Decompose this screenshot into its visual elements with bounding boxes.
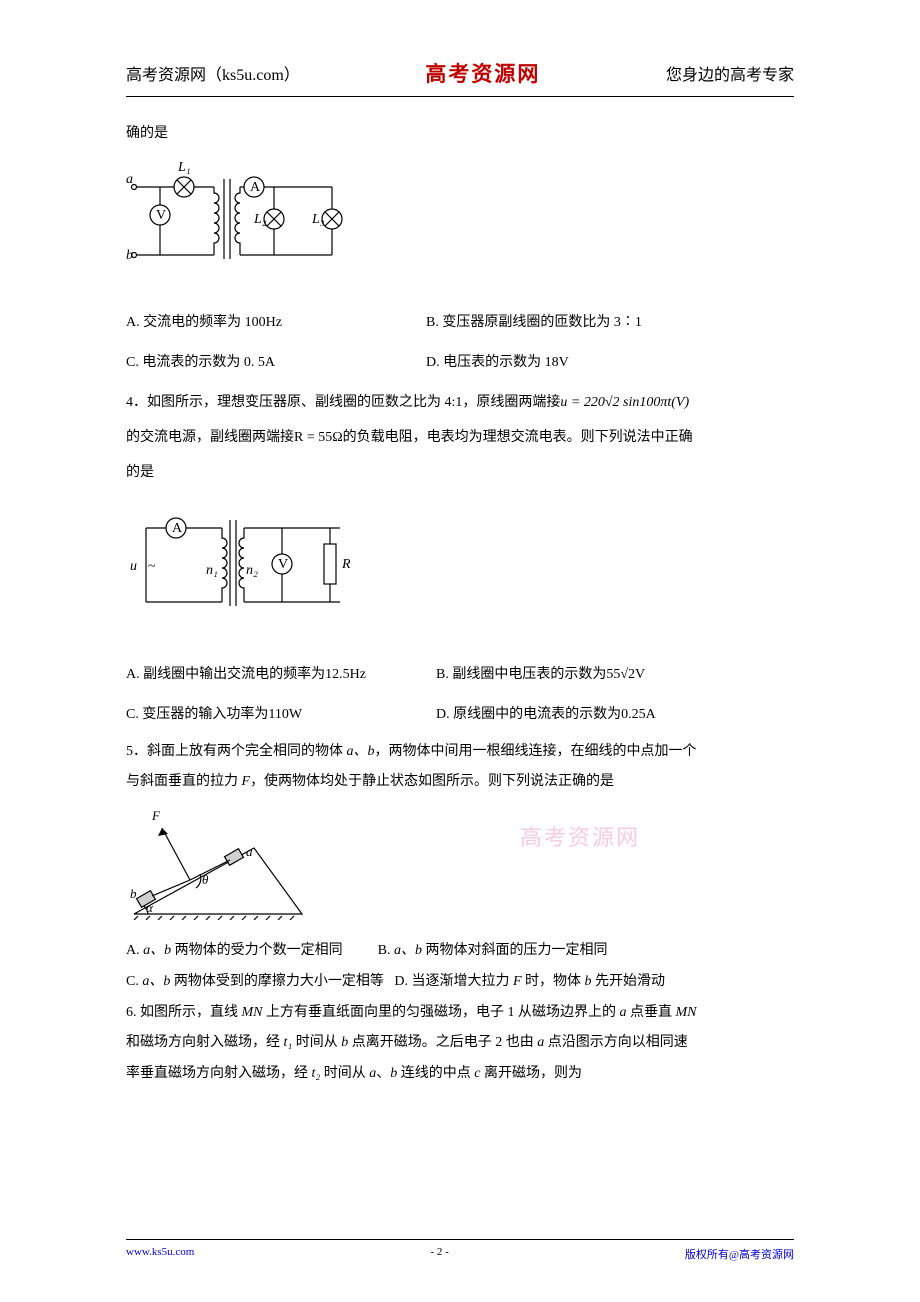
label-alpha: α bbox=[146, 900, 154, 915]
q5-intro2-pre: 与斜面垂直的拉力 bbox=[126, 774, 242, 789]
q5c-ab: a、b bbox=[142, 974, 170, 989]
q5a-ab: a、b bbox=[143, 943, 171, 958]
header-right: 您身边的高考专家 bbox=[666, 61, 794, 85]
label-inc-b: b bbox=[130, 886, 137, 901]
label-V2: V bbox=[278, 557, 288, 572]
q6-line3: 率垂直磁场方向射入磁场，经 t₂ 时间从 a、b 连线的中点 c 离开磁场，则为 bbox=[126, 1059, 794, 1090]
q4-line1: 4．如图所示，理想变压器原、副线圈的匝数之比为 4:1，原线圈两端接u = 22… bbox=[126, 385, 794, 420]
header-center: 高考资源网 bbox=[425, 58, 540, 88]
q4-line2: 的交流电源，副线圈两端接R = 55Ω的负载电阻，电表均为理想交流电表。则下列说… bbox=[126, 420, 794, 455]
label-a: a bbox=[126, 172, 133, 187]
q6l2-post: 点沿图示方向以相同速 bbox=[544, 1035, 688, 1050]
footer-center: - 2 - bbox=[430, 1246, 448, 1262]
q6l1-pre: 6. 如图所示，直线 bbox=[126, 1005, 242, 1020]
label-n1: n₁ bbox=[206, 563, 218, 578]
label-b: b bbox=[126, 248, 133, 263]
q6l3-pre: 率垂直磁场方向射入磁场，经 bbox=[126, 1066, 312, 1081]
q6l2-pre: 和磁场方向射入磁场，经 bbox=[126, 1035, 284, 1050]
q5-intro2-post: ，使两物体均处于静止状态如图所示。则下列说法正确的是 bbox=[250, 774, 614, 789]
circuit-figure-2: u ~ n₁ n₂ A V R bbox=[130, 504, 352, 622]
q6-MN: MN bbox=[242, 1005, 263, 1020]
header-left: 高考资源网（ks5u.com） bbox=[126, 61, 300, 85]
q5c-post: 两物体受到的摩擦力大小一定相等 bbox=[170, 974, 384, 989]
circuit-figure-1: circle cxcx="8" cy="96" r="2.5" fill="#f… bbox=[126, 159, 344, 271]
q6-t1: t₁ bbox=[284, 1035, 293, 1050]
q4-opt-b: B. 副线圈中电压表的示数为55√2V bbox=[436, 658, 794, 692]
q6l2-mid: 时间从 bbox=[292, 1035, 341, 1050]
q6-a: a bbox=[620, 1005, 627, 1020]
q5c-pre: C. bbox=[126, 974, 142, 989]
q6l1-post: 点垂直 bbox=[627, 1005, 676, 1020]
q5b-post: 两物体对斜面的压力一定相同 bbox=[422, 943, 608, 958]
q5d-pre: D. 当逐渐增大拉力 bbox=[394, 974, 513, 989]
page-footer: www.ks5u.com - 2 - 版权所有@高考资源网 bbox=[126, 1239, 794, 1262]
q4-options-row1: A. 副线圈中输出交流电的频率为12.5Hz B. 副线圈中电压表的示数为55√… bbox=[126, 658, 794, 692]
q6-line1: 6. 如图所示，直线 MN 上方有垂直纸面向里的匀强磁场，电子 1 从磁场边界上… bbox=[126, 998, 794, 1029]
label-n2: n₂ bbox=[246, 563, 258, 578]
q4-formula: u = 220√2 sin100πt(V) bbox=[560, 395, 689, 410]
q5-ab: a、b bbox=[347, 744, 375, 759]
q5d-b: b bbox=[585, 974, 592, 989]
label-L1: L₁ bbox=[177, 160, 191, 175]
q3-options-row1: A. 交流电的频率为 100Hz B. 变压器原副线圈的匝数比为 3∶1 bbox=[126, 306, 794, 340]
q4-opt-a: A. 副线圈中输出交流电的频率为12.5Hz bbox=[126, 658, 436, 692]
label-L3: L₃ bbox=[311, 212, 325, 227]
q5-intro1-post: ，两物体中间用一根细线连接，在细线的中点加一个 bbox=[375, 744, 697, 759]
label-inc-a: a bbox=[246, 844, 253, 859]
q6-a3: a bbox=[369, 1066, 376, 1081]
label-u: u bbox=[130, 559, 137, 574]
label-A: A bbox=[250, 180, 261, 195]
q5a-pre: A. bbox=[126, 943, 143, 958]
q5-line2: 与斜面垂直的拉力 F，使两物体均处于静止状态如图所示。则下列说法正确的是 bbox=[126, 767, 794, 796]
q3-options-row2: C. 电流表的示数为 0. 5A D. 电压表的示数为 18V bbox=[126, 346, 794, 380]
q6l2-mid2: 点离开磁场。之后电子 2 也由 bbox=[348, 1035, 537, 1050]
q4-line3: 的是 bbox=[126, 455, 794, 490]
q3-opt-b: B. 变压器原副线圈的匝数比为 3∶1 bbox=[426, 306, 794, 340]
q6-MN2: MN bbox=[676, 1005, 697, 1020]
watermark: 高考资源网 bbox=[520, 812, 640, 865]
label-V: V bbox=[156, 208, 166, 223]
fragment-line: 确的是 bbox=[126, 117, 794, 151]
label-R: R bbox=[341, 557, 351, 572]
q5d-F: F bbox=[513, 974, 522, 989]
q6l3-mid: 时间从 bbox=[320, 1066, 369, 1081]
q5b-pre: B. bbox=[378, 943, 394, 958]
q5-line1: 5．斜面上放有两个完全相同的物体 a、b，两物体中间用一根细线连接，在细线的中点… bbox=[126, 737, 794, 766]
q4-line1-pre: 4．如图所示，理想变压器原、副线圈的匝数之比为 4:1，原线圈两端接 bbox=[126, 395, 560, 410]
q5b-ab: a、b bbox=[394, 943, 422, 958]
label-L2: L₂ bbox=[253, 212, 267, 227]
label-F: F bbox=[151, 808, 161, 823]
q6-line2: 和磁场方向射入磁场，经 t₁ 时间从 b 点离开磁场。之后电子 2 也由 a 点… bbox=[126, 1028, 794, 1059]
q5-intro1-pre: 5．斜面上放有两个完全相同的物体 bbox=[126, 744, 347, 759]
label-A2: A bbox=[172, 521, 183, 536]
footer-left: www.ks5u.com bbox=[126, 1246, 194, 1262]
q3-opt-a: A. 交流电的频率为 100Hz bbox=[126, 306, 426, 340]
footer-right: 版权所有@高考资源网 bbox=[685, 1246, 794, 1262]
q6-t2: t₂ bbox=[312, 1066, 321, 1081]
q4-opt-d: D. 原线圈中的电流表的示数为0.25A bbox=[436, 698, 794, 732]
q5-opts-row2: C. a、b 两物体受到的摩擦力大小一定相等 D. 当逐渐增大拉力 F 时，物体… bbox=[126, 967, 794, 998]
q5a-post: 两物体的受力个数一定相同 bbox=[171, 943, 343, 958]
q5d-post: 先开始滑动 bbox=[592, 974, 666, 989]
incline-figure: F a b θ α bbox=[126, 806, 308, 920]
label-tilde: ~ bbox=[148, 559, 156, 574]
q4-opt-c: C. 变压器的输入功率为110W bbox=[126, 698, 436, 732]
q3-opt-d: D. 电压表的示数为 18V bbox=[426, 346, 794, 380]
q4-options-row2: C. 变压器的输入功率为110W D. 原线圈中的电流表的示数为0.25A bbox=[126, 698, 794, 732]
page-header: 高考资源网（ks5u.com） 高考资源网 您身边的高考专家 bbox=[126, 58, 794, 97]
q6l3-mid2: 连线的中点 bbox=[397, 1066, 474, 1081]
incline-wrap: F a b θ α 高考资源网 bbox=[126, 806, 794, 920]
q5-opts-row1: A. a、b 两物体的受力个数一定相同 B. a、b 两物体对斜面的压力一定相同 bbox=[126, 936, 794, 967]
q5-F: F bbox=[242, 774, 251, 789]
q5d-mid: 时，物体 bbox=[522, 974, 585, 989]
q6l1-mid: 上方有垂直纸面向里的匀强磁场，电子 1 从磁场边界上的 bbox=[263, 1005, 620, 1020]
q3-opt-c: C. 电流表的示数为 0. 5A bbox=[126, 346, 426, 380]
label-theta: θ bbox=[202, 872, 209, 887]
q6l3-post: 离开磁场，则为 bbox=[480, 1066, 582, 1081]
content-area: 确的是 circle cxcx="8" cy="96" r="2.5" fill… bbox=[126, 117, 794, 1090]
